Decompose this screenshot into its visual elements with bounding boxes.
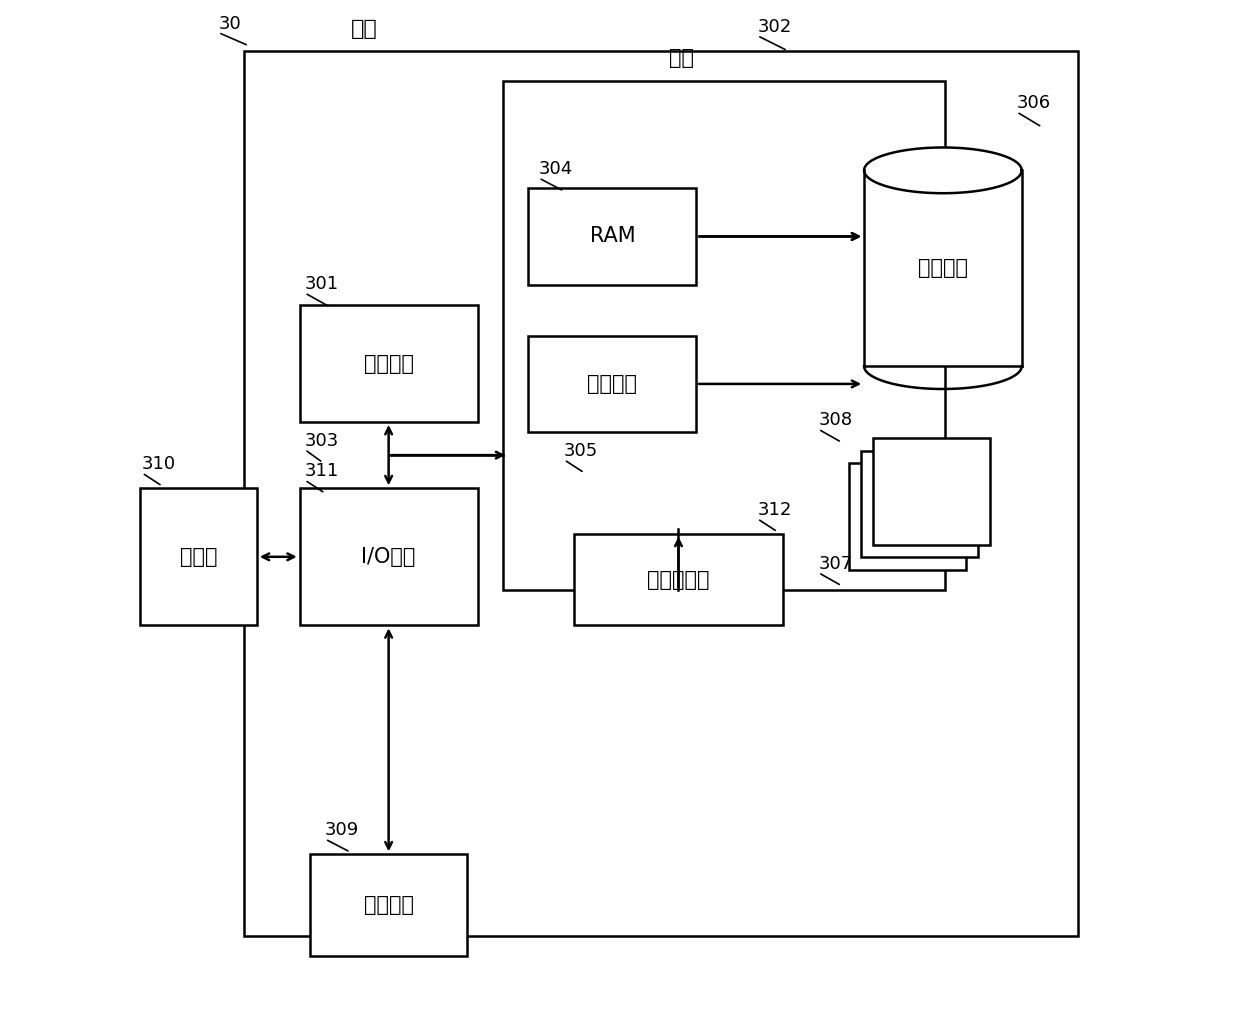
Bar: [140, 488, 257, 625]
Text: 303: 303: [305, 431, 339, 450]
Text: RAM: RAM: [589, 227, 635, 246]
Text: I/O接口: I/O接口: [361, 547, 415, 566]
Text: 处理单元: 处理单元: [363, 354, 414, 373]
Bar: [300, 305, 477, 422]
Bar: [503, 81, 945, 590]
Text: 312: 312: [758, 500, 791, 519]
Bar: [861, 451, 978, 557]
Text: 310: 310: [143, 455, 176, 473]
Text: 311: 311: [305, 462, 339, 480]
Bar: [864, 170, 1022, 366]
Bar: [528, 336, 697, 432]
Text: 内存: 内存: [668, 48, 693, 68]
Text: 307: 307: [818, 554, 853, 573]
Text: 存储系统: 存储系统: [918, 258, 968, 279]
Bar: [310, 854, 467, 956]
Bar: [300, 488, 477, 625]
Text: 设备: 设备: [351, 18, 377, 39]
Text: 301: 301: [305, 275, 339, 293]
Text: 30: 30: [218, 14, 241, 33]
Bar: [873, 438, 991, 545]
Text: 308: 308: [818, 411, 852, 429]
Text: 309: 309: [325, 821, 360, 839]
Bar: [574, 534, 782, 625]
Text: 302: 302: [758, 17, 791, 36]
Text: 外部设备: 外部设备: [363, 895, 414, 915]
Text: 网络适配器: 网络适配器: [647, 570, 709, 590]
Text: 306: 306: [1017, 94, 1050, 112]
Text: 高速缓存: 高速缓存: [588, 374, 637, 394]
Bar: [244, 51, 1078, 936]
Text: 304: 304: [538, 160, 573, 178]
Bar: [849, 463, 966, 570]
Polygon shape: [864, 147, 1022, 193]
Bar: [528, 188, 697, 285]
Text: 显示器: 显示器: [180, 547, 217, 566]
Text: 305: 305: [564, 441, 599, 460]
